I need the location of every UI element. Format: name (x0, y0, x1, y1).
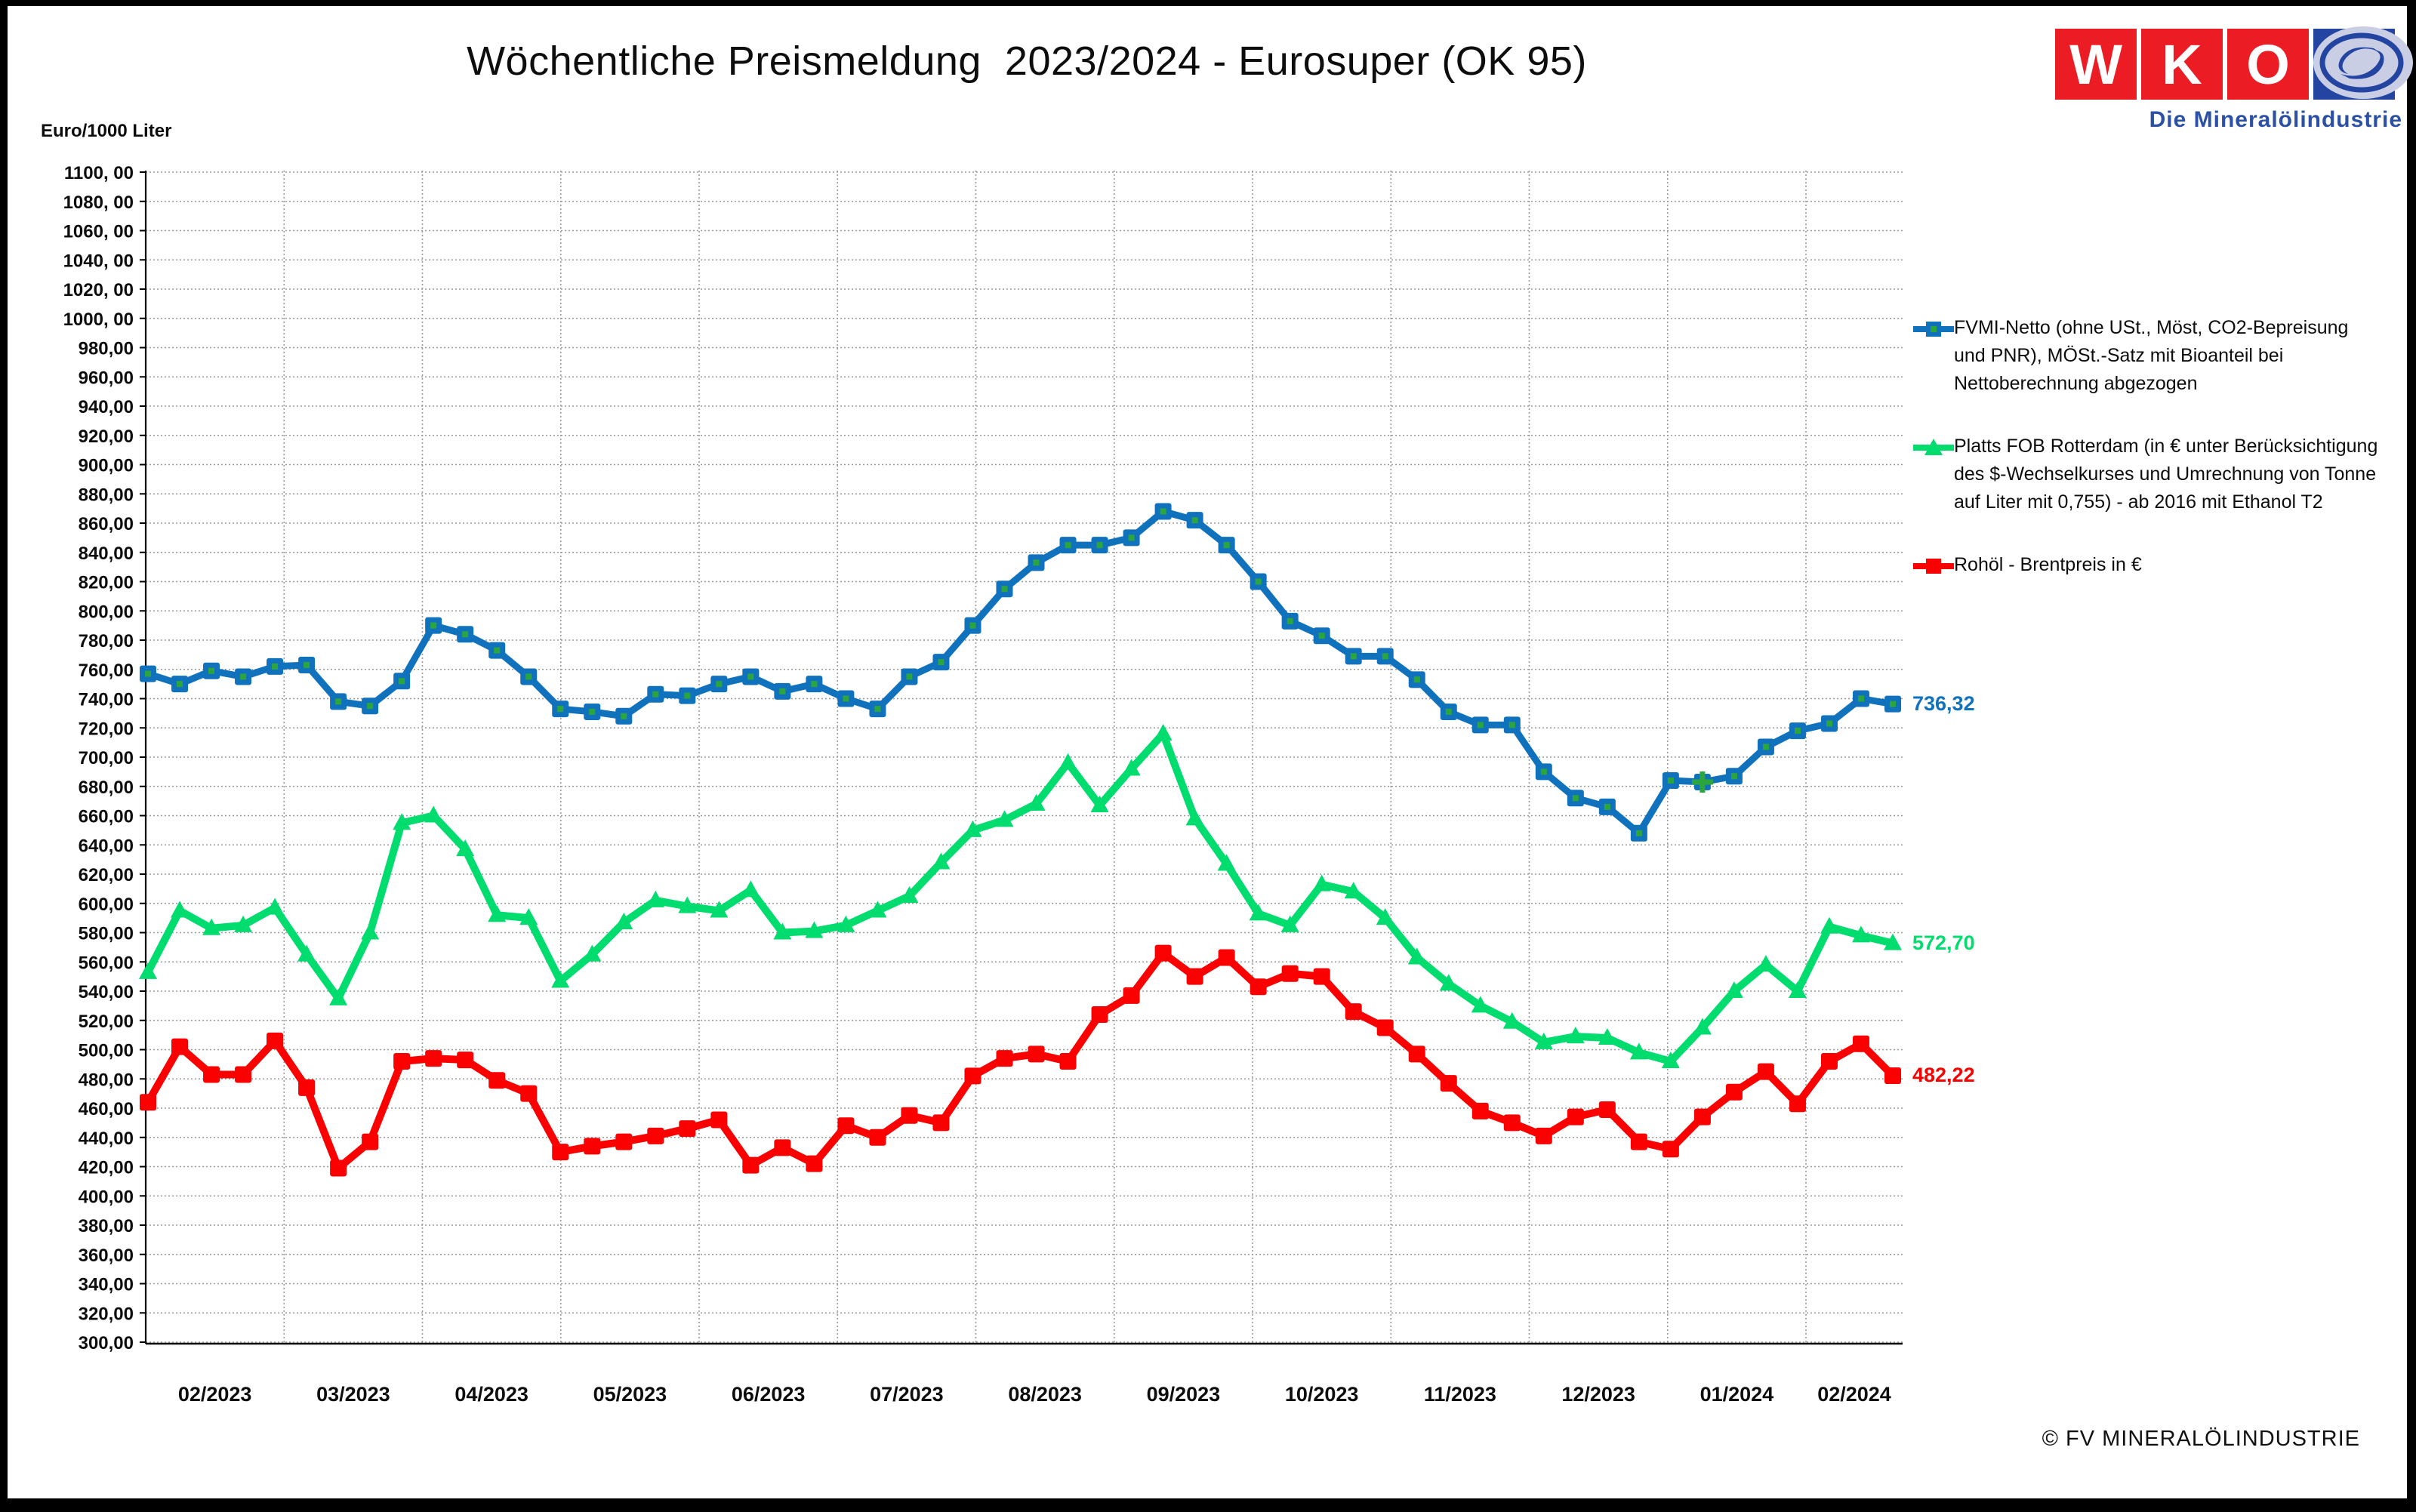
logo-letter-k: K (2141, 29, 2223, 100)
logo-letter-o: O (2227, 29, 2309, 100)
logo-emblem-icon (2313, 26, 2413, 100)
y-axis-unit-label: Euro/1000 Liter (41, 121, 172, 141)
svg-text:840,00: 840,00 (79, 544, 134, 564)
svg-text:1020, 00: 1020, 00 (63, 280, 134, 300)
svg-text:08/2023: 08/2023 (1008, 1383, 1082, 1406)
wko-logo-squares: W K O (2055, 26, 2413, 100)
end-label-brent: 482,22 (1912, 1063, 1975, 1086)
svg-text:480,00: 480,00 (79, 1070, 134, 1090)
svg-text:520,00: 520,00 (79, 1012, 134, 1032)
svg-text:04/2023: 04/2023 (455, 1383, 528, 1406)
legend-item-fvmi: FVMI-Netto (ohne USt., Möst, CO2-Bepreis… (1913, 314, 2402, 398)
svg-text:440,00: 440,00 (79, 1129, 134, 1149)
svg-text:380,00: 380,00 (79, 1216, 134, 1236)
chart-legend: FVMI-Netto (ohne USt., Möst, CO2-Bepreis… (1913, 314, 2402, 614)
end-label-platts: 572,70 (1912, 931, 1975, 954)
svg-text:07/2023: 07/2023 (870, 1383, 944, 1406)
svg-text:06/2023: 06/2023 (732, 1383, 806, 1406)
svg-text:780,00: 780,00 (79, 631, 134, 651)
svg-text:600,00: 600,00 (79, 895, 134, 915)
svg-text:02/2024: 02/2024 (1817, 1383, 1891, 1406)
copyright-text: © FV MINERALÖLINDUSTRIE (2042, 1427, 2360, 1451)
svg-text:10/2023: 10/2023 (1285, 1383, 1359, 1406)
svg-text:900,00: 900,00 (79, 456, 134, 476)
svg-text:820,00: 820,00 (79, 573, 134, 593)
svg-text:12/2023: 12/2023 (1561, 1383, 1635, 1406)
svg-text:720,00: 720,00 (79, 719, 134, 739)
legend-square-marker-icon (1913, 553, 1954, 580)
svg-text:1000, 00: 1000, 00 (63, 309, 134, 330)
svg-text:880,00: 880,00 (79, 485, 134, 505)
chart-title: Wöchentliche Preismeldung 2023/2024 - Eu… (467, 38, 1587, 84)
svg-text:700,00: 700,00 (79, 748, 134, 768)
svg-text:02/2023: 02/2023 (178, 1383, 252, 1406)
svg-text:920,00: 920,00 (79, 427, 134, 447)
chart-page: Wöchentliche Preismeldung 2023/2024 - Eu… (8, 6, 2413, 1498)
svg-text:680,00: 680,00 (79, 778, 134, 798)
svg-text:760,00: 760,00 (79, 661, 134, 681)
svg-text:360,00: 360,00 (79, 1246, 134, 1266)
svg-text:980,00: 980,00 (79, 339, 134, 359)
svg-text:620,00: 620,00 (79, 865, 134, 885)
legend-item-brent: Rohöl - Brentpreis in € (1913, 551, 2402, 580)
svg-text:800,00: 800,00 (79, 602, 134, 622)
svg-text:05/2023: 05/2023 (593, 1383, 667, 1406)
svg-text:860,00: 860,00 (79, 514, 134, 534)
svg-text:640,00: 640,00 (79, 836, 134, 856)
legend-triangle-marker-icon (1913, 434, 1954, 461)
svg-text:540,00: 540,00 (79, 982, 134, 1002)
legend-label-brent: Rohöl - Brentpreis in € (1954, 554, 2142, 575)
logo-subtitle: Die Mineralölindustrie (2149, 107, 2402, 132)
legend-square-marker-icon (1913, 316, 1954, 343)
legend-label-fvmi: FVMI-Netto (ohne USt., Möst, CO2-Bepreis… (1954, 317, 2349, 394)
svg-text:300,00: 300,00 (79, 1333, 134, 1353)
svg-text:09/2023: 09/2023 (1147, 1383, 1221, 1406)
svg-text:960,00: 960,00 (79, 368, 134, 388)
svg-text:1100, 00: 1100, 00 (64, 163, 134, 183)
svg-text:1040, 00: 1040, 00 (63, 251, 134, 271)
svg-text:580,00: 580,00 (79, 924, 134, 944)
svg-text:500,00: 500,00 (79, 1041, 134, 1061)
svg-text:320,00: 320,00 (79, 1304, 134, 1324)
wko-logo: W K O Die Mineralölindustrie (2055, 26, 2413, 133)
svg-text:660,00: 660,00 (79, 807, 134, 827)
svg-text:01/2024: 01/2024 (1700, 1383, 1774, 1406)
svg-text:460,00: 460,00 (79, 1099, 134, 1119)
legend-label-platts: Platts FOB Rotterdam (in € unter Berücks… (1954, 436, 2378, 513)
svg-text:03/2023: 03/2023 (316, 1383, 390, 1406)
line-chart-plot: 300,00 320,00 340,00 360,00 380,00 400,00 420,… (63, 163, 1903, 1406)
svg-text:740,00: 740,00 (79, 690, 134, 710)
svg-text:420,00: 420,00 (79, 1158, 134, 1178)
svg-text:940,00: 940,00 (79, 397, 134, 417)
logo-letter-w: W (2055, 29, 2137, 100)
svg-text:1060, 00: 1060, 00 (63, 222, 134, 242)
svg-text:560,00: 560,00 (79, 953, 134, 973)
end-label-fvmi: 736,32 (1912, 691, 1975, 715)
svg-text:11/2023: 11/2023 (1424, 1383, 1496, 1406)
svg-text:400,00: 400,00 (79, 1187, 134, 1207)
legend-item-platts: Platts FOB Rotterdam (in € unter Berücks… (1913, 433, 2402, 516)
svg-text:340,00: 340,00 (79, 1275, 134, 1295)
svg-text:1080, 00: 1080, 00 (63, 192, 134, 213)
